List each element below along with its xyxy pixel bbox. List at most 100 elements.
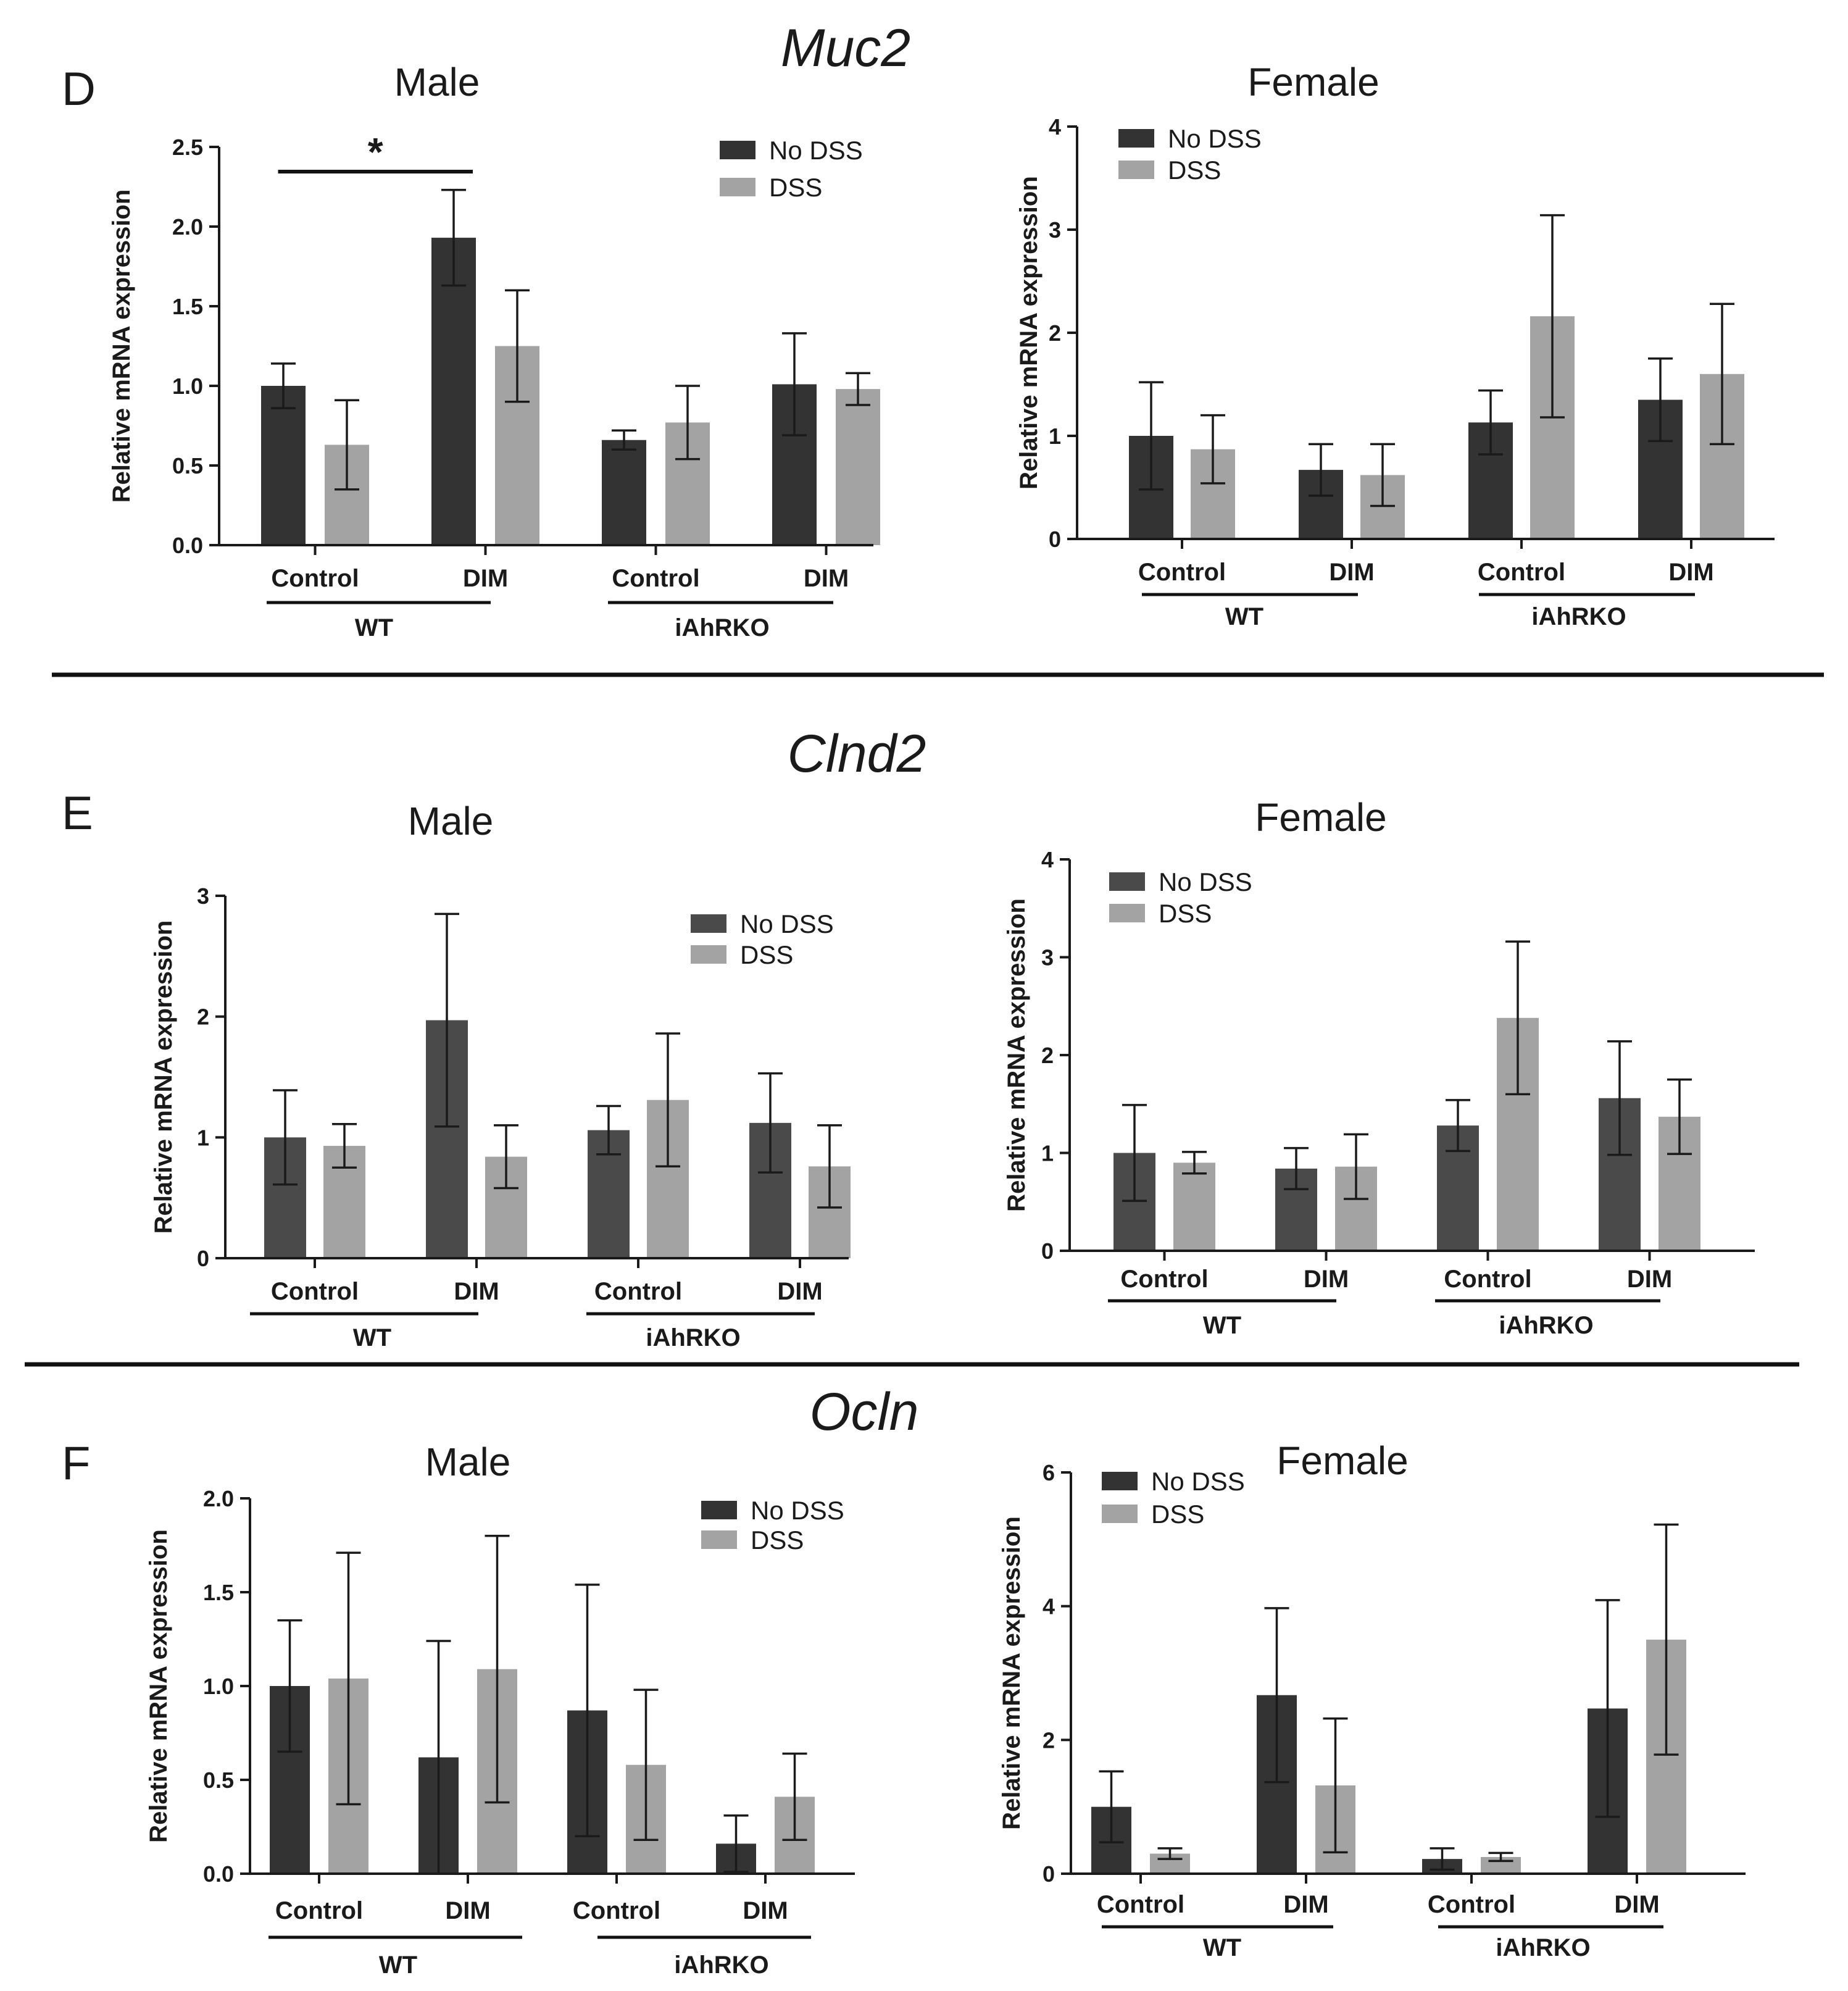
- legend-swatch: [1118, 161, 1154, 179]
- legend-swatch: [720, 141, 755, 159]
- x-tick-label: Control: [1138, 559, 1226, 586]
- y-tick-label: 1: [197, 1125, 209, 1150]
- y-axis-label: Relative mRNA expression: [108, 190, 135, 503]
- x-tick-label: DIM: [1627, 1266, 1672, 1293]
- y-tick-label: 1.0: [172, 374, 203, 399]
- y-tick-label: 2: [1049, 320, 1061, 346]
- error-bar: [656, 1032, 680, 1168]
- error-bar: [1607, 1040, 1632, 1156]
- legend-label: DSS: [740, 940, 793, 969]
- y-tick-label: 3: [1041, 945, 1054, 970]
- chart-muc2-female: Female Relative mRNA expression 0 1 2 3 4 Contr…: [1015, 60, 1775, 630]
- group-label: WT: [353, 1324, 391, 1351]
- error-bar: [782, 1752, 807, 1842]
- legend-label: DSS: [769, 173, 822, 202]
- significance-marker: *: [368, 130, 383, 174]
- x-tick-label: Control: [1478, 559, 1565, 586]
- error-bar: [1446, 1099, 1470, 1153]
- bar-no-dss: [261, 386, 306, 545]
- legend-swatch: [701, 1501, 737, 1519]
- group-label: WT: [1225, 603, 1263, 630]
- group-label: iAhRKO: [1531, 603, 1626, 630]
- chart-muc2-male: Male Relative mRNA expression 0.0 0.5 1.0 1.5…: [108, 60, 880, 641]
- legend-swatch: [691, 945, 726, 964]
- chart-title: Male: [408, 799, 494, 843]
- x-tick-label: Control: [271, 1278, 359, 1305]
- group-label: iAhRKO: [675, 614, 769, 641]
- error-bar: [633, 1688, 659, 1842]
- chart-title: Female: [1247, 60, 1379, 104]
- x-tick-label: Control: [573, 1897, 660, 1924]
- y-tick-label: 3: [1049, 217, 1061, 243]
- error-bar: [1710, 303, 1734, 446]
- legend-label: No DSS: [751, 1496, 844, 1525]
- y-tick-label: 2: [1043, 1727, 1055, 1753]
- group-label: iAhRKO: [674, 1951, 768, 1979]
- error-bar: [1505, 940, 1530, 1096]
- error-bar: [336, 1551, 361, 1806]
- error-bar: [1478, 389, 1503, 456]
- chart-title: Male: [425, 1440, 511, 1484]
- error-bar: [505, 289, 530, 403]
- section-dividers: [25, 672, 1824, 1367]
- group-label: WT: [1203, 1934, 1241, 1961]
- error-bar: [723, 1814, 749, 1873]
- x-tick-label: Control: [275, 1897, 363, 1924]
- legend-label: No DSS: [1151, 1467, 1245, 1496]
- error-bar: [1264, 1607, 1289, 1784]
- y-tick-label: 2.0: [203, 1486, 234, 1511]
- legend-swatch: [1109, 904, 1145, 922]
- x-tick-label: DIM: [1614, 1891, 1659, 1918]
- x-tick-label: Control: [1428, 1891, 1515, 1918]
- gene-title-muc2: Muc2: [781, 19, 910, 78]
- y-axis-label: Relative mRNA expression: [150, 920, 177, 1234]
- legend-swatch: [1102, 1472, 1138, 1490]
- error-bar: [1201, 414, 1225, 485]
- y-tick-label: 1.0: [203, 1674, 234, 1699]
- error-bar: [1139, 381, 1163, 491]
- bar-dss: [836, 389, 880, 545]
- y-axis-label: Relative mRNA expression: [1015, 176, 1043, 490]
- y-tick-label: 2: [1041, 1043, 1054, 1068]
- error-bar: [277, 1619, 302, 1753]
- x-tick-label: DIM: [1283, 1891, 1328, 1918]
- y-tick-label: 1.5: [172, 294, 203, 319]
- group-label: WT: [1203, 1312, 1241, 1339]
- group-label: WT: [379, 1951, 417, 1979]
- y-axis-label: Relative mRNA expression: [145, 1529, 172, 1843]
- error-bar: [1370, 443, 1395, 507]
- bar-no-dss: [431, 238, 476, 545]
- y-tick-label: 2.5: [172, 135, 203, 160]
- group-label: iAhRKO: [1496, 1934, 1590, 1961]
- y-tick-label: 0: [197, 1246, 209, 1271]
- error-bar: [612, 429, 636, 451]
- gene-title-ocln: Ocln: [810, 1382, 919, 1442]
- chart-ocln-female: Female Relative mRNA expression 0 2 4 6 Contro…: [998, 1438, 1746, 1961]
- bar-dss: [1173, 1162, 1215, 1251]
- x-tick-label: Control: [594, 1278, 682, 1305]
- x-tick-label: DIM: [777, 1278, 822, 1305]
- legend-swatch: [1118, 129, 1154, 148]
- x-tick-label: DIM: [463, 565, 508, 592]
- error-bar: [1309, 443, 1333, 497]
- x-tick-label: Control: [1444, 1266, 1531, 1293]
- y-axis-label: Relative mRNA expression: [998, 1516, 1025, 1830]
- error-bar: [675, 385, 700, 461]
- error-bar: [1344, 1133, 1368, 1200]
- error-bar: [1540, 214, 1565, 419]
- y-tick-label: 2.0: [172, 214, 203, 240]
- x-tick-label: DIM: [1304, 1266, 1349, 1293]
- y-tick-label: 4: [1049, 114, 1061, 140]
- error-bar: [1488, 1851, 1513, 1863]
- gene-title-clnd2: Clnd2: [788, 724, 926, 783]
- y-tick-label: 2: [197, 1004, 209, 1030]
- x-tick-label: Control: [271, 565, 359, 592]
- legend-swatch: [691, 914, 726, 933]
- y-tick-label: 0.0: [203, 1861, 234, 1887]
- error-bar: [846, 372, 870, 406]
- x-tick-label: DIM: [1329, 559, 1374, 586]
